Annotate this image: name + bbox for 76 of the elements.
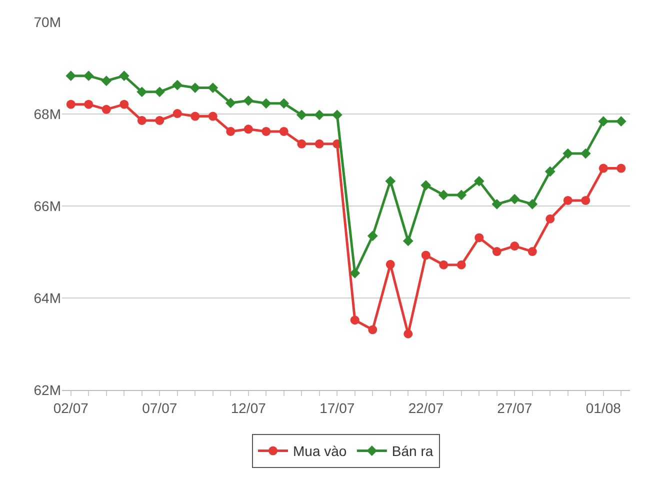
point bbox=[243, 95, 254, 106]
point bbox=[66, 70, 76, 82]
point bbox=[439, 260, 448, 270]
point bbox=[314, 110, 325, 120]
point bbox=[262, 126, 271, 136]
x-tick-label: 01/08 bbox=[586, 400, 622, 416]
point bbox=[456, 190, 467, 200]
point bbox=[580, 148, 591, 159]
point bbox=[155, 116, 164, 125]
point bbox=[404, 329, 413, 338]
y-tick-label: 62M bbox=[34, 382, 61, 398]
point bbox=[598, 116, 609, 127]
legend-label: Bán ra bbox=[392, 443, 434, 460]
point bbox=[474, 176, 484, 186]
point bbox=[279, 126, 288, 136]
point bbox=[581, 196, 590, 205]
y-tick-label: 66M bbox=[34, 198, 61, 214]
point bbox=[137, 116, 146, 125]
point bbox=[332, 110, 342, 120]
point bbox=[244, 124, 253, 134]
point bbox=[385, 176, 396, 186]
point bbox=[260, 98, 272, 109]
point bbox=[154, 86, 165, 98]
point bbox=[66, 100, 76, 109]
point bbox=[172, 80, 183, 90]
x-tick-label: 07/07 bbox=[142, 400, 178, 416]
point bbox=[102, 104, 111, 114]
point bbox=[474, 233, 484, 242]
point bbox=[208, 82, 218, 93]
point bbox=[421, 250, 430, 260]
point bbox=[120, 100, 129, 109]
point bbox=[402, 236, 414, 246]
point bbox=[172, 109, 182, 118]
y-tick-label: 70M bbox=[34, 14, 61, 30]
point bbox=[314, 139, 324, 148]
point bbox=[438, 190, 449, 200]
point bbox=[528, 247, 537, 256]
point bbox=[118, 70, 130, 82]
point bbox=[420, 180, 432, 190]
point bbox=[616, 116, 626, 127]
point bbox=[510, 242, 520, 251]
point bbox=[297, 139, 306, 148]
y-tick-label: 68M bbox=[34, 106, 61, 122]
point bbox=[296, 110, 307, 120]
point bbox=[509, 194, 520, 204]
point bbox=[101, 76, 112, 86]
point bbox=[368, 325, 378, 334]
point bbox=[83, 70, 94, 82]
point bbox=[456, 260, 466, 270]
point bbox=[84, 100, 94, 109]
point bbox=[546, 214, 555, 224]
point bbox=[492, 198, 502, 210]
point bbox=[616, 164, 626, 173]
x-tick-label: 02/07 bbox=[53, 400, 89, 416]
point bbox=[527, 198, 538, 210]
point bbox=[136, 86, 148, 98]
legend-label: Mua vào bbox=[293, 443, 347, 460]
point bbox=[562, 148, 574, 159]
point bbox=[386, 260, 395, 269]
x-tick-label: 12/07 bbox=[230, 400, 266, 416]
point bbox=[598, 164, 608, 173]
x-tick-label: 22/07 bbox=[408, 400, 444, 416]
point bbox=[226, 126, 236, 136]
point bbox=[190, 82, 200, 93]
point bbox=[208, 112, 218, 121]
point bbox=[350, 316, 360, 325]
point bbox=[225, 98, 236, 108]
y-tick-label: 64M bbox=[34, 290, 61, 306]
x-tick-label: 27/07 bbox=[497, 400, 532, 416]
point bbox=[190, 112, 200, 121]
point bbox=[278, 98, 290, 109]
x-tick-label: 17/07 bbox=[320, 400, 355, 416]
point bbox=[492, 247, 502, 256]
point bbox=[544, 166, 556, 177]
point bbox=[367, 230, 378, 242]
point bbox=[563, 196, 572, 205]
